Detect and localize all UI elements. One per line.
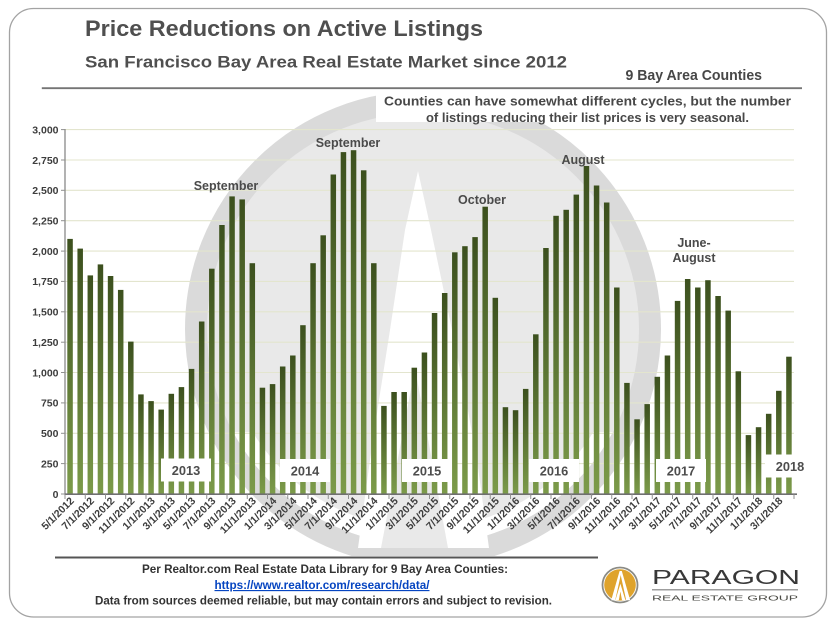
svg-text:Data from sources deemed reli: Data from sources deemed reliable, but m…: [95, 596, 552, 608]
svg-text:August: August: [672, 251, 716, 265]
svg-text:0: 0: [53, 489, 59, 501]
svg-text:September: September: [194, 179, 259, 193]
svg-text:2,750: 2,750: [32, 155, 58, 167]
svg-text:1,000: 1,000: [32, 367, 58, 379]
svg-text:750: 750: [41, 398, 59, 410]
svg-text:2,000: 2,000: [32, 246, 58, 258]
svg-text:of listings reducing their lis: of listings reducing their list prices i…: [426, 110, 749, 125]
svg-text:2013: 2013: [172, 463, 200, 478]
svg-text:500: 500: [41, 428, 59, 440]
svg-text:September: September: [316, 136, 381, 150]
svg-text:Price Reductions on Active Lis: Price Reductions on Active Listings: [85, 16, 483, 41]
svg-text:August: August: [561, 153, 605, 167]
svg-text:1,250: 1,250: [32, 337, 58, 349]
svg-text:9 Bay Area Counties: 9 Bay Area Counties: [626, 67, 763, 84]
svg-text:3,000: 3,000: [32, 124, 58, 136]
svg-text:https://www.realtor.com/resear: https://www.realtor.com/research/data/: [215, 580, 431, 592]
svg-text:1,750: 1,750: [32, 276, 58, 288]
svg-text:Counties can have somewhat dif: Counties can have somewhat different cyc…: [384, 94, 791, 109]
svg-text:2,500: 2,500: [32, 185, 58, 197]
svg-text:June-: June-: [677, 236, 710, 250]
svg-text:2015: 2015: [413, 464, 441, 479]
svg-text:2014: 2014: [291, 464, 320, 479]
svg-text:2017: 2017: [667, 464, 695, 479]
svg-text:San Francisco Bay Area Real Es: San Francisco Bay Area Real Estate Marke…: [85, 53, 567, 72]
svg-text:2,250: 2,250: [32, 216, 58, 228]
svg-text:250: 250: [41, 458, 59, 470]
svg-text:1,500: 1,500: [32, 307, 58, 319]
svg-text:Per Realtor.com Real Estate D: Per Realtor.com Real Estate Data Library…: [142, 564, 508, 576]
svg-text:PARAGON: PARAGON: [652, 567, 800, 589]
svg-text:October: October: [458, 193, 506, 207]
svg-text:2018: 2018: [776, 459, 804, 474]
svg-text:REAL ESTATE GROUP: REAL ESTATE GROUP: [652, 594, 798, 603]
svg-text:2016: 2016: [540, 464, 568, 479]
